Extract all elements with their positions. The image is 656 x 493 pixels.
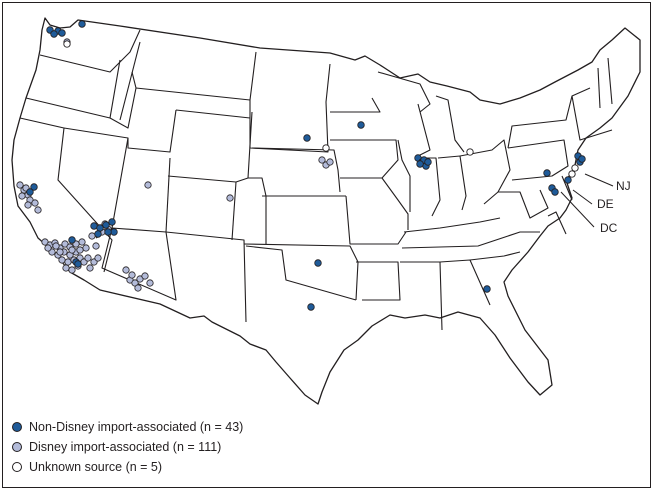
- callout-label-nj: NJ: [616, 179, 631, 193]
- callout-label-de: DE: [597, 197, 614, 211]
- legend-label: Unknown source (n = 5): [29, 460, 163, 474]
- non-disney-case-points: [26, 20, 586, 311]
- us-outline: [11, 17, 641, 405]
- legend-item-non-disney: Non-Disney import-associated (n = 43): [12, 417, 243, 437]
- non-disney-swatch-icon: [12, 422, 22, 432]
- legend-item-disney: Disney import-associated (n = 111): [12, 437, 243, 457]
- unknown-case-points: [63, 40, 579, 178]
- legend-label: Non-Disney import-associated (n = 43): [29, 420, 244, 434]
- disney-case-points: [16, 38, 334, 292]
- legend: Non-Disney import-associated (n = 43) Di…: [12, 417, 243, 477]
- legend-item-unknown: Unknown source (n = 5): [12, 457, 243, 477]
- callout-label-dc: DC: [600, 221, 618, 235]
- unknown-swatch-icon: [12, 462, 22, 472]
- disney-swatch-icon: [12, 442, 22, 452]
- callout-lines: [560, 173, 614, 228]
- legend-label: Disney import-associated (n = 111): [29, 440, 222, 454]
